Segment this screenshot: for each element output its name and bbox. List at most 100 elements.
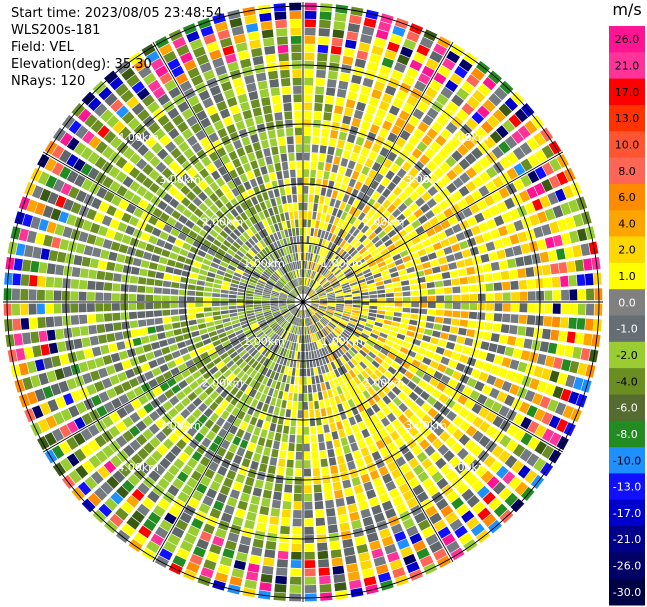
radar-gate	[320, 365, 326, 374]
radar-gate	[368, 309, 377, 314]
radar-gate	[171, 210, 182, 220]
radar-gate	[417, 73, 431, 85]
radar-gate	[257, 374, 265, 383]
radar-gate	[505, 222, 516, 234]
radar-gate	[506, 439, 519, 453]
radar-gate	[398, 483, 410, 494]
radar-gate	[385, 293, 394, 298]
radar-gate	[5, 334, 15, 347]
radar-gate	[187, 426, 198, 437]
radar-gate	[95, 141, 108, 154]
radar-gate	[203, 396, 214, 407]
radar-gate	[294, 384, 299, 393]
radar-gate	[329, 422, 337, 432]
radar-gate	[309, 279, 314, 288]
radar-gate	[402, 307, 411, 313]
radar-gate	[279, 239, 285, 248]
radar-gate	[316, 525, 326, 535]
radar-gate	[288, 281, 294, 289]
radar-gate	[266, 255, 274, 263]
radar-gate	[363, 481, 374, 492]
radar-gate	[472, 416, 484, 428]
radar-gate	[339, 356, 347, 365]
radar-gate	[304, 560, 316, 569]
radar-gate	[402, 74, 415, 86]
radar-gate	[182, 208, 193, 218]
radar-gate	[171, 65, 185, 78]
radar-gate	[265, 283, 274, 289]
radar-gate	[326, 324, 334, 331]
radar-gate	[332, 267, 340, 274]
radar-gate	[451, 278, 460, 286]
radar-gate	[165, 266, 174, 274]
radar-gate	[292, 77, 302, 86]
radar-gate	[315, 285, 322, 292]
radar-gate	[330, 224, 337, 234]
radar-gate	[284, 229, 289, 238]
radar-gate	[442, 58, 456, 71]
radar-gate	[212, 293, 221, 298]
radar-gate	[232, 158, 242, 168]
radar-gate	[303, 327, 305, 335]
radar-gate	[95, 281, 104, 291]
radar-gate	[245, 117, 255, 128]
radar-gate	[177, 491, 190, 503]
radar-gate	[366, 407, 375, 417]
radar-gate	[572, 244, 582, 258]
radar-gate	[231, 407, 240, 417]
radar-gate	[411, 445, 423, 456]
radar-gate	[123, 444, 135, 457]
radar-gate	[228, 294, 237, 299]
radar-gate	[240, 201, 249, 211]
radar-gate	[324, 355, 330, 364]
radar-gate	[174, 357, 184, 366]
radar-gate	[459, 354, 469, 364]
radar-gate	[301, 327, 303, 335]
radar-gate	[276, 337, 282, 345]
radar-gate	[477, 350, 488, 360]
radar-gate	[324, 432, 332, 442]
radar-gate	[259, 201, 267, 211]
radar-gate	[544, 236, 555, 249]
radar-gate	[326, 309, 335, 314]
radar-gate	[290, 35, 302, 44]
radar-gate	[14, 211, 26, 225]
colorbar-tick: 4.0	[618, 217, 636, 230]
radar-gate	[485, 411, 497, 424]
radar-gate	[486, 303, 495, 311]
radar-gate	[512, 146, 526, 160]
radar-gate	[518, 314, 527, 325]
radar-gate	[256, 471, 266, 481]
radar-gate	[219, 230, 229, 239]
radar-gate	[307, 376, 312, 385]
radar-gate	[421, 458, 433, 470]
radar-gate	[236, 447, 246, 457]
radar-gate	[229, 312, 238, 317]
radar-gate	[426, 395, 437, 406]
radar-gate	[168, 86, 181, 99]
radar-gate	[438, 393, 449, 404]
radar-gate	[517, 231, 528, 243]
radar-gate	[102, 415, 114, 428]
radar-gate	[547, 250, 558, 262]
radar-gate	[182, 353, 192, 362]
radar-gate	[347, 247, 356, 255]
radar-gate	[420, 341, 429, 349]
radar-gate	[126, 516, 140, 530]
radar-gate	[217, 564, 231, 575]
radar-gate	[168, 128, 180, 140]
radar-gate	[356, 275, 365, 281]
radar-gate	[197, 323, 207, 330]
radar-gate	[308, 244, 312, 253]
radar-gate	[429, 512, 442, 525]
radar-gate	[172, 555, 187, 568]
radar-gate	[53, 178, 65, 193]
radar-gate	[284, 312, 291, 319]
radar-gate	[271, 293, 279, 297]
radar-gate	[279, 307, 288, 311]
radar-gate	[289, 576, 302, 585]
radar-gate	[421, 179, 432, 190]
radar-gate	[387, 203, 397, 214]
instrument-name: WLS200s-181	[11, 23, 101, 38]
radar-gate	[256, 284, 264, 289]
